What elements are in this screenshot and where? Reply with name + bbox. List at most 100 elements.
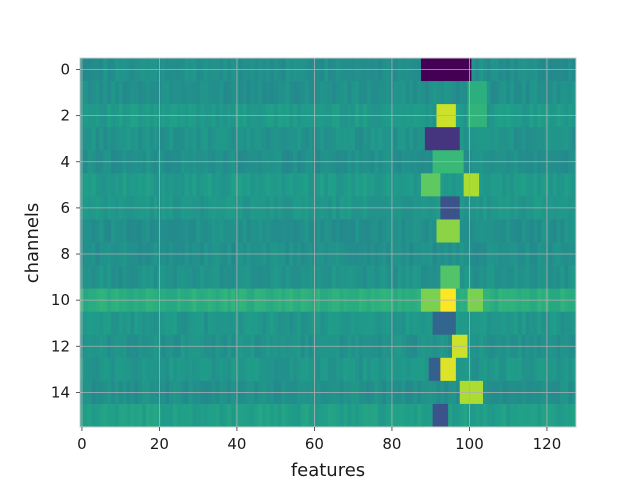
heatmap-cell	[281, 357, 286, 382]
heatmap-cell	[211, 219, 217, 243]
heatmap-cell	[483, 403, 488, 428]
heatmap-cell	[382, 265, 387, 290]
heatmap-cell	[87, 219, 93, 243]
heatmap-cell	[401, 357, 406, 382]
heatmap-cell	[173, 403, 178, 428]
heatmap-cell	[370, 127, 375, 151]
heatmap-cell	[122, 265, 127, 290]
heatmap-cell	[335, 403, 341, 428]
heatmap-cell	[331, 219, 337, 243]
heatmap-cell	[529, 173, 534, 197]
heatmap-cell	[227, 311, 232, 336]
heatmap-cell	[111, 219, 116, 243]
heatmap-cell	[207, 403, 213, 428]
heatmap-cell	[432, 311, 437, 336]
heatmap-cell	[293, 173, 298, 197]
heatmap-cell	[207, 173, 213, 197]
heatmap-cell	[277, 403, 282, 428]
heatmap-cell	[351, 403, 356, 428]
heatmap-cell	[169, 173, 174, 197]
heatmap-cell	[490, 173, 496, 197]
heatmap-cell	[502, 265, 507, 290]
heatmap-cell	[145, 173, 151, 197]
heatmap-cell	[359, 403, 364, 428]
heatmap-cell	[525, 357, 530, 382]
heatmap-cell	[351, 219, 356, 243]
heatmap-cell	[490, 357, 496, 382]
heatmap-cell	[386, 127, 391, 151]
heatmap-cell	[452, 265, 457, 290]
heatmap-cell	[347, 311, 352, 336]
heatmap-cell	[300, 357, 306, 382]
x-tick-label: 0	[77, 435, 87, 453]
heatmap-cell	[165, 127, 170, 151]
heatmap-cell	[324, 81, 329, 105]
heatmap-cell	[304, 219, 310, 243]
heatmap-cell	[161, 127, 166, 151]
heatmap-cell	[409, 403, 414, 428]
heatmap-cell	[560, 81, 565, 105]
heatmap-cell	[297, 81, 302, 105]
heatmap-cell	[149, 265, 155, 290]
heatmap-cell	[401, 403, 406, 428]
heatmap-cell	[99, 403, 104, 428]
heatmap-cell	[359, 173, 364, 197]
heatmap-cell	[289, 311, 294, 336]
heatmap-cell	[122, 357, 127, 382]
heatmap-cell	[405, 357, 410, 382]
heatmap-cell	[459, 81, 465, 105]
heatmap-cell	[401, 173, 406, 197]
heatmap-cell	[486, 219, 492, 243]
heatmap-cell	[161, 81, 166, 105]
heatmap-cell	[351, 127, 356, 151]
heatmap-cell	[250, 127, 255, 151]
heatmap-cell	[382, 403, 387, 428]
heatmap-cell	[254, 173, 259, 197]
heatmap-cell	[316, 357, 321, 382]
heatmap-cell	[490, 265, 496, 290]
heatmap-cell	[324, 311, 329, 336]
heatmap-cell	[374, 219, 379, 243]
heatmap-cell	[409, 219, 414, 243]
heatmap-cell	[428, 219, 434, 243]
heatmap-cell	[413, 265, 418, 290]
heatmap-cell	[138, 173, 143, 197]
heatmap-cell	[149, 173, 155, 197]
heatmap-cell	[289, 127, 294, 151]
heatmap-cell	[374, 403, 379, 428]
y-tick-label: 0	[60, 61, 70, 79]
heatmap-cell	[258, 127, 263, 151]
heatmap-cell	[258, 311, 263, 336]
heatmap-cell	[184, 127, 189, 151]
heatmap-cell	[421, 127, 426, 151]
heatmap-cell	[304, 173, 310, 197]
heatmap-cell	[370, 219, 375, 243]
heatmap-cell	[99, 173, 104, 197]
heatmap-cell	[428, 127, 434, 151]
heatmap-cell	[405, 311, 410, 336]
heatmap-cell	[192, 173, 197, 197]
heatmap-cell	[537, 173, 542, 197]
heatmap-cell	[514, 173, 519, 197]
heatmap-cell	[238, 311, 244, 336]
heatmap-cell	[362, 127, 368, 151]
heatmap-cell	[91, 81, 96, 105]
y-tick-label: 4	[60, 153, 70, 171]
heatmap-cell	[176, 357, 182, 382]
heatmap-cell	[153, 173, 158, 197]
heatmap-cell	[269, 403, 275, 428]
heatmap-cell	[347, 81, 352, 105]
heatmap-cell	[386, 219, 391, 243]
y-axis-label: channels	[22, 203, 43, 284]
heatmap-cell	[184, 311, 189, 336]
heatmap-cell	[471, 357, 476, 382]
heatmap-cell	[122, 403, 127, 428]
heatmap-cell	[231, 219, 236, 243]
heatmap-cell	[448, 357, 453, 382]
heatmap-cell	[196, 403, 201, 428]
heatmap-cell	[328, 357, 333, 382]
heatmap-cell	[145, 265, 151, 290]
heatmap-cell	[343, 219, 348, 243]
heatmap-cell	[207, 81, 213, 105]
heatmap-cell	[188, 265, 193, 290]
